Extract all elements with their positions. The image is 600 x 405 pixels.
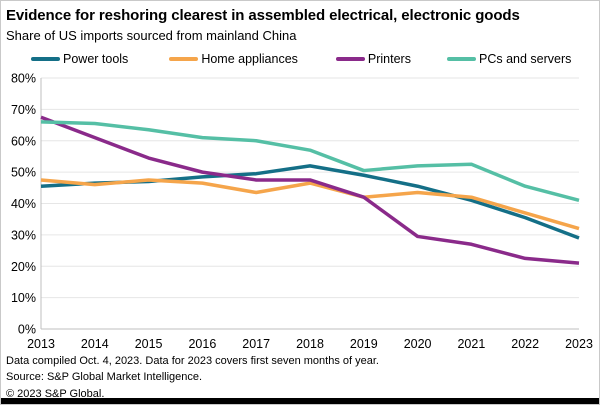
- legend-label: Power tools: [63, 52, 129, 66]
- chart-subtitle: Share of US imports sourced from mainlan…: [6, 28, 297, 43]
- series-line-home-appliances: [40, 178, 580, 231]
- y-axis-tick-label: 40%: [11, 197, 36, 211]
- legend-item-power-tools: Power tools: [31, 52, 128, 66]
- x-axis-tick-label: 2016: [188, 337, 216, 351]
- footnote-copyright: © 2023 S&P Global.: [6, 387, 105, 400]
- y-axis-tick-label: 10%: [11, 291, 36, 305]
- x-axis-tick-label: 2022: [511, 337, 539, 351]
- x-axis-tick-label: 2020: [404, 337, 432, 351]
- power-tools-line-swatch-icon: [31, 57, 60, 61]
- y-axis-tick-label: 50%: [11, 166, 36, 180]
- x-axis-tick-label: 2013: [27, 337, 55, 351]
- legend-item-printers: Printers: [335, 52, 411, 66]
- x-axis-tick-label: 2019: [350, 337, 378, 351]
- home-appliances-line-swatch-icon: [169, 57, 199, 61]
- footnote-source: Source: S&P Global Market Intelligence.: [6, 371, 203, 384]
- y-axis-tick-label: 0%: [18, 323, 36, 337]
- series-line-printers: [40, 115, 580, 265]
- y-axis-tick-label: 80%: [11, 72, 36, 86]
- chart-title: Evidence for reshoring clearest in assem…: [6, 7, 520, 24]
- legend-item-pcs-and-servers: PCs and servers: [446, 52, 572, 66]
- printers-line-swatch-icon: [335, 57, 365, 61]
- x-axis-tick-label: 2018: [296, 337, 324, 351]
- pcs-and-servers-line-swatch-icon: [446, 57, 476, 61]
- legend-label: PCs and servers: [478, 52, 572, 66]
- legend-label: Printers: [367, 52, 411, 66]
- x-axis-tick-label: 2021: [457, 337, 485, 351]
- x-axis-tick-label: 2014: [81, 337, 109, 351]
- x-axis-tick-label: 2015: [135, 337, 163, 351]
- series-line-pcs-and-servers: [40, 120, 580, 203]
- legend-item-home-appliances: Home appliances: [169, 52, 298, 66]
- footnote-compiled: Data compiled Oct. 4, 2023. Data for 202…: [6, 355, 379, 367]
- footnotes: Data compiled Oct. 4, 2023. Data for 202…: [6, 353, 596, 402]
- legend-label: Home appliances: [201, 52, 298, 66]
- y-axis-tick-label: 20%: [11, 260, 36, 274]
- legend: Power tools Home appliances Printers PCs…: [31, 52, 571, 66]
- x-axis-tick-label: 2017: [242, 337, 270, 351]
- y-axis-tick-label: 60%: [11, 134, 36, 148]
- bottom-black-bar: [1, 398, 599, 404]
- y-axis-tick-label: 70%: [11, 103, 36, 117]
- x-axis-tick-label: 2023: [565, 337, 593, 351]
- y-axis-tick-label: 30%: [11, 228, 36, 242]
